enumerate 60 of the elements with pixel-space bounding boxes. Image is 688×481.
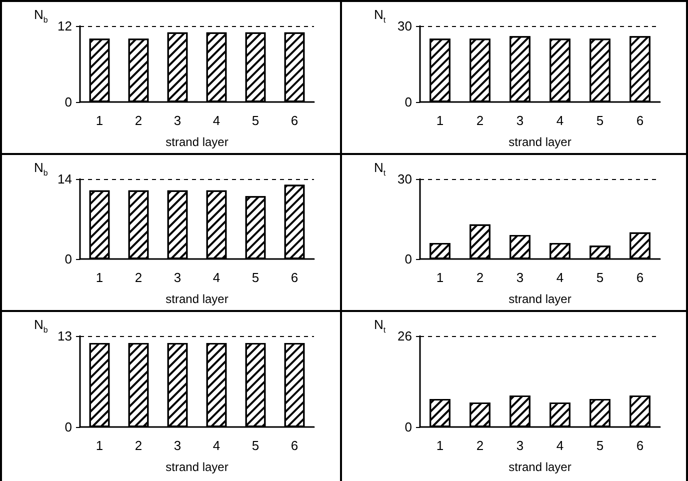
- y-axis-title: N$_{b}$: [34, 317, 48, 335]
- y-tick-label: 26: [398, 328, 412, 344]
- x-tick-label: 5: [252, 438, 260, 453]
- x-tick-label: 3: [174, 270, 182, 285]
- y-axis-title: N$_{t}$: [374, 317, 386, 335]
- x-tick-label: 3: [174, 438, 182, 453]
- y-tick-label: 0: [64, 420, 72, 434]
- y-tick-label: 12: [58, 18, 72, 34]
- x-tick-label: 5: [596, 113, 604, 128]
- y-axis-title: N$_{b}$: [34, 160, 48, 178]
- x-axis-title: strand layer: [166, 460, 228, 474]
- x-tick-label: 4: [212, 438, 220, 453]
- x-tick-label: 2: [476, 270, 484, 285]
- x-tick-label: 1: [96, 270, 104, 285]
- x-tick-label: 6: [290, 113, 298, 128]
- x-tick-label: 5: [252, 113, 260, 128]
- x-tick-label: 6: [636, 113, 644, 128]
- x-tick-label: 3: [516, 270, 524, 285]
- x-axis-title: strand layer: [508, 292, 572, 306]
- y-tick-label: 30: [398, 172, 412, 186]
- y-tick-label: 14: [58, 172, 72, 186]
- x-tick-label: 2: [134, 270, 142, 285]
- y-tick-label: 0: [64, 94, 72, 110]
- x-tick-label: 1: [96, 113, 104, 128]
- x-tick-label: 5: [596, 438, 604, 453]
- x-tick-label: 1: [436, 438, 444, 453]
- x-axis-title: strand layer: [508, 460, 572, 474]
- y-tick-label: 13: [58, 328, 72, 344]
- x-tick-label: 4: [212, 270, 220, 285]
- y-tick-label: 30: [398, 18, 412, 34]
- y-axis-title: N$_{t}$: [374, 7, 386, 25]
- x-tick-label: 2: [134, 438, 142, 453]
- x-axis-title: strand layer: [166, 135, 228, 149]
- x-axis-title: strand layer: [166, 292, 228, 306]
- x-tick-label: 4: [212, 113, 220, 128]
- x-tick-label: 2: [476, 438, 484, 453]
- x-tick-label: 6: [636, 438, 644, 453]
- x-tick-label: 4: [556, 113, 564, 128]
- x-tick-label: 6: [290, 270, 298, 285]
- x-tick-label: 2: [476, 113, 484, 128]
- y-tick-label: 0: [404, 252, 412, 266]
- y-axis-title: N$_{b}$: [34, 7, 48, 25]
- x-tick-label: 4: [556, 438, 564, 453]
- x-tick-label: 3: [516, 438, 524, 453]
- y-tick-label: 0: [404, 420, 412, 434]
- x-tick-label: 2: [134, 113, 142, 128]
- x-tick-label: 3: [516, 113, 524, 128]
- x-tick-label: 1: [96, 438, 104, 453]
- x-tick-label: 1: [436, 270, 444, 285]
- x-tick-label: 3: [174, 113, 182, 128]
- x-tick-label: 6: [636, 270, 644, 285]
- y-tick-label: 0: [64, 252, 72, 266]
- x-tick-label: 6: [290, 438, 298, 453]
- y-axis-title: N$_{t}$: [374, 160, 386, 178]
- x-tick-label: 1: [436, 113, 444, 128]
- x-tick-label: 5: [596, 270, 604, 285]
- y-tick-label: 0: [404, 94, 412, 110]
- x-tick-label: 4: [556, 270, 564, 285]
- x-axis-title: strand layer: [508, 135, 572, 149]
- x-tick-label: 5: [252, 270, 260, 285]
